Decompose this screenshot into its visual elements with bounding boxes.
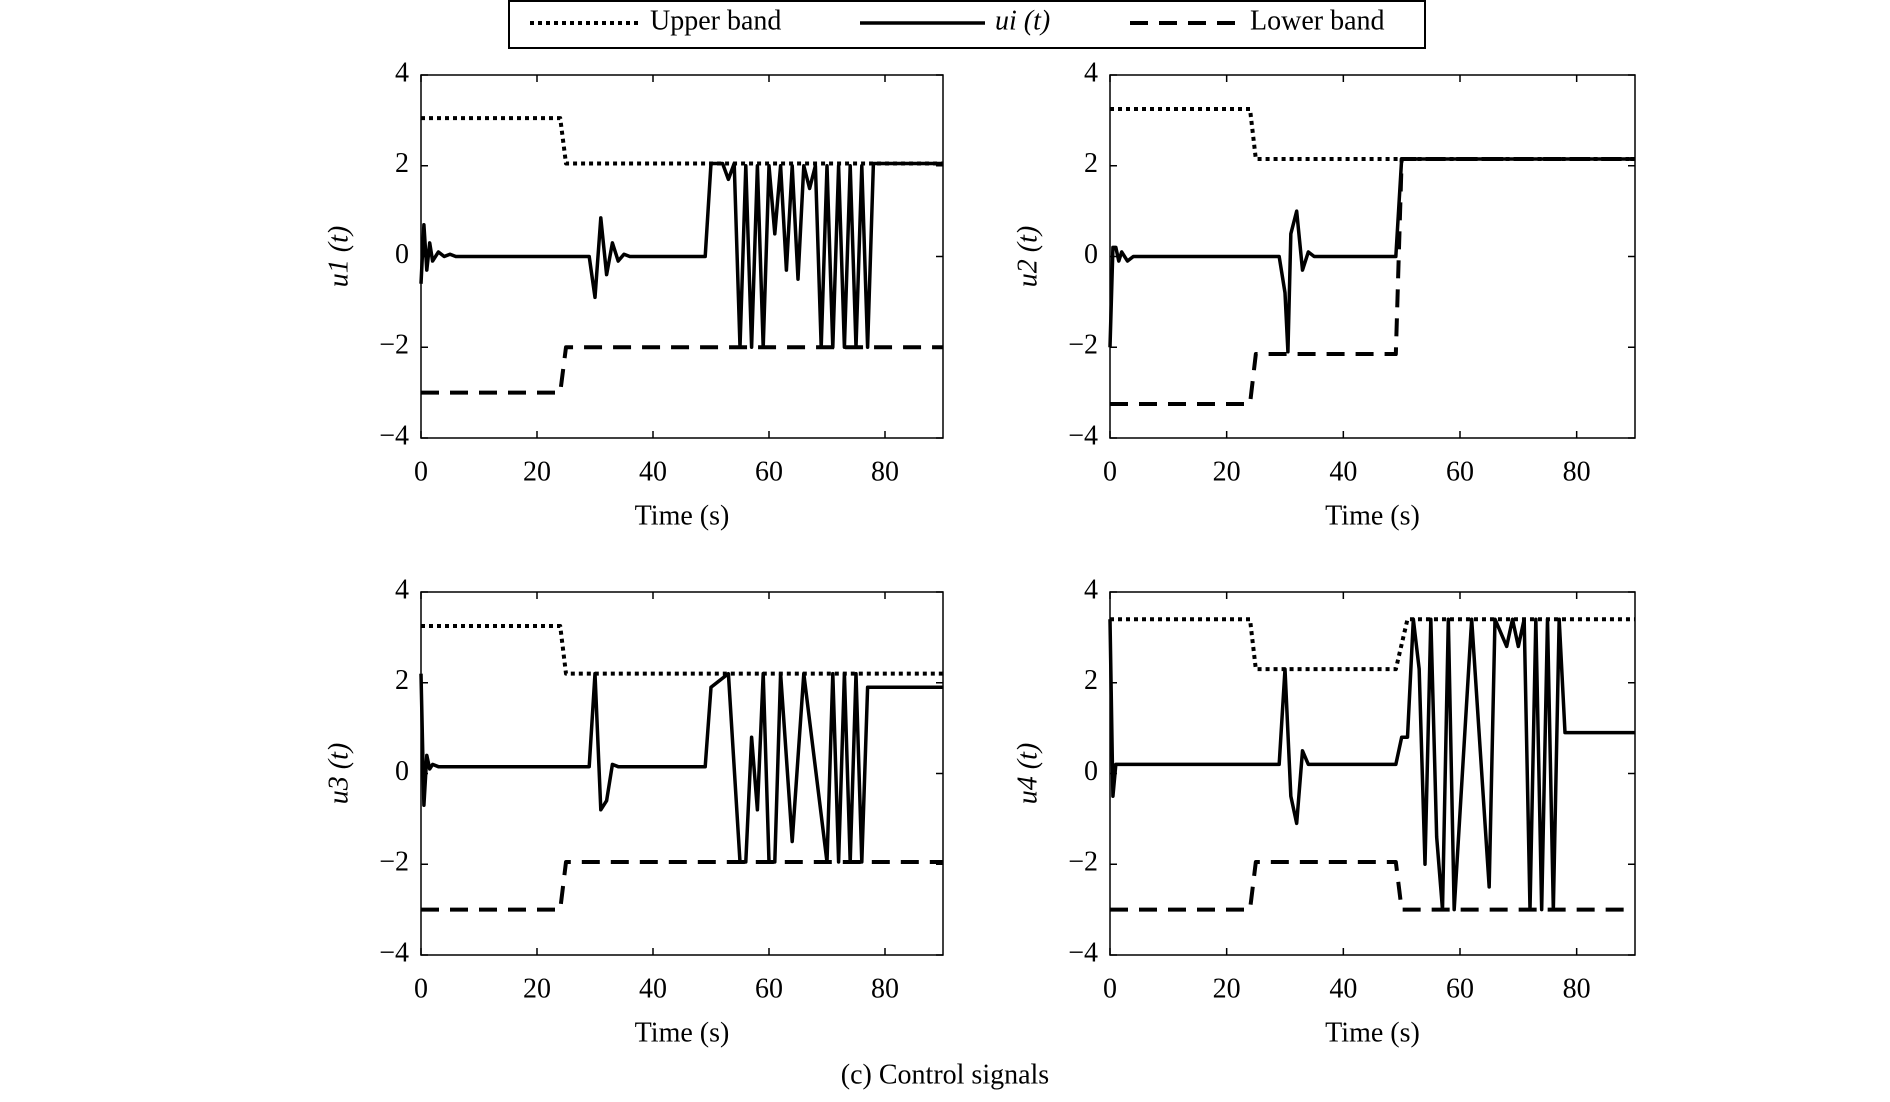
plot-frame — [1109, 591, 1636, 956]
y-tick-label: 0 — [395, 756, 409, 787]
x-tick-label: 80 — [1563, 456, 1591, 487]
legend-label: ui (t) — [995, 5, 1050, 36]
x-tick-label: 60 — [1446, 973, 1474, 1004]
y-tick-label: 4 — [395, 574, 409, 605]
caption: (c) Control signals — [841, 1059, 1049, 1090]
y-tick-label: 2 — [395, 148, 409, 179]
x-tick-label: 60 — [755, 456, 783, 487]
series-line — [421, 624, 943, 676]
y-axis-label: u2 (t) — [1012, 226, 1043, 287]
y-axis-label: u4 (t) — [1012, 743, 1043, 804]
y-tick-label: 2 — [395, 665, 409, 696]
y-axis-label: u3 (t) — [323, 743, 354, 804]
x-axis-label: Time (s) — [635, 1017, 730, 1048]
legend-label: Lower band — [1250, 5, 1385, 36]
y-tick-label: −4 — [379, 937, 409, 968]
x-tick-label: 20 — [1213, 973, 1241, 1004]
y-tick-label: 4 — [1084, 57, 1098, 88]
y-tick-label: −4 — [1068, 420, 1098, 451]
series-line — [1110, 156, 1635, 406]
series-line — [419, 671, 943, 864]
y-axis-label: u1 (t) — [323, 226, 354, 287]
x-axis-label: Time (s) — [635, 500, 730, 531]
series-line — [1108, 617, 1635, 912]
series-line — [1110, 859, 1635, 912]
y-tick-label: 0 — [395, 239, 409, 270]
x-axis-label: Time (s) — [1325, 1017, 1420, 1048]
x-tick-label: 80 — [871, 973, 899, 1004]
y-tick-label: 0 — [1084, 239, 1098, 270]
x-tick-label: 0 — [414, 456, 428, 487]
y-tick-label: −4 — [1068, 937, 1098, 968]
y-tick-label: −2 — [379, 330, 409, 361]
y-tick-label: −2 — [1068, 330, 1098, 361]
x-tick-label: 40 — [1329, 456, 1357, 487]
x-tick-label: 20 — [523, 456, 551, 487]
legend-label: Upper band — [650, 5, 781, 36]
series-line — [421, 345, 943, 395]
series-line — [419, 161, 943, 349]
x-tick-label: 80 — [871, 456, 899, 487]
x-tick-label: 60 — [1446, 456, 1474, 487]
series-line — [1108, 157, 1635, 354]
y-tick-label: −2 — [379, 847, 409, 878]
x-tick-label: 20 — [523, 973, 551, 1004]
y-tick-label: −4 — [379, 420, 409, 451]
y-tick-label: 0 — [1084, 756, 1098, 787]
x-tick-label: 60 — [755, 973, 783, 1004]
x-tick-label: 40 — [639, 456, 667, 487]
series-line — [421, 859, 943, 912]
y-tick-label: 2 — [1084, 148, 1098, 179]
plot-frame — [420, 74, 944, 439]
x-tick-label: 40 — [1329, 973, 1357, 1004]
x-tick-label: 80 — [1563, 973, 1591, 1004]
plot-frame — [420, 591, 944, 956]
y-tick-label: 4 — [1084, 574, 1098, 605]
x-tick-label: 0 — [1103, 973, 1117, 1004]
legend: Upper band ui (t) Lower band — [530, 5, 1385, 36]
x-tick-label: 0 — [1103, 456, 1117, 487]
x-axis-label: Time (s) — [1325, 500, 1420, 531]
series-line — [421, 116, 943, 166]
x-tick-label: 20 — [1213, 456, 1241, 487]
x-tick-label: 0 — [414, 973, 428, 1004]
series-line — [1110, 107, 1635, 161]
plot-frame — [1109, 74, 1636, 439]
x-tick-label: 40 — [639, 973, 667, 1004]
y-tick-label: 4 — [395, 57, 409, 88]
series-line — [1110, 617, 1635, 672]
y-tick-label: 2 — [1084, 665, 1098, 696]
y-tick-label: −2 — [1068, 847, 1098, 878]
